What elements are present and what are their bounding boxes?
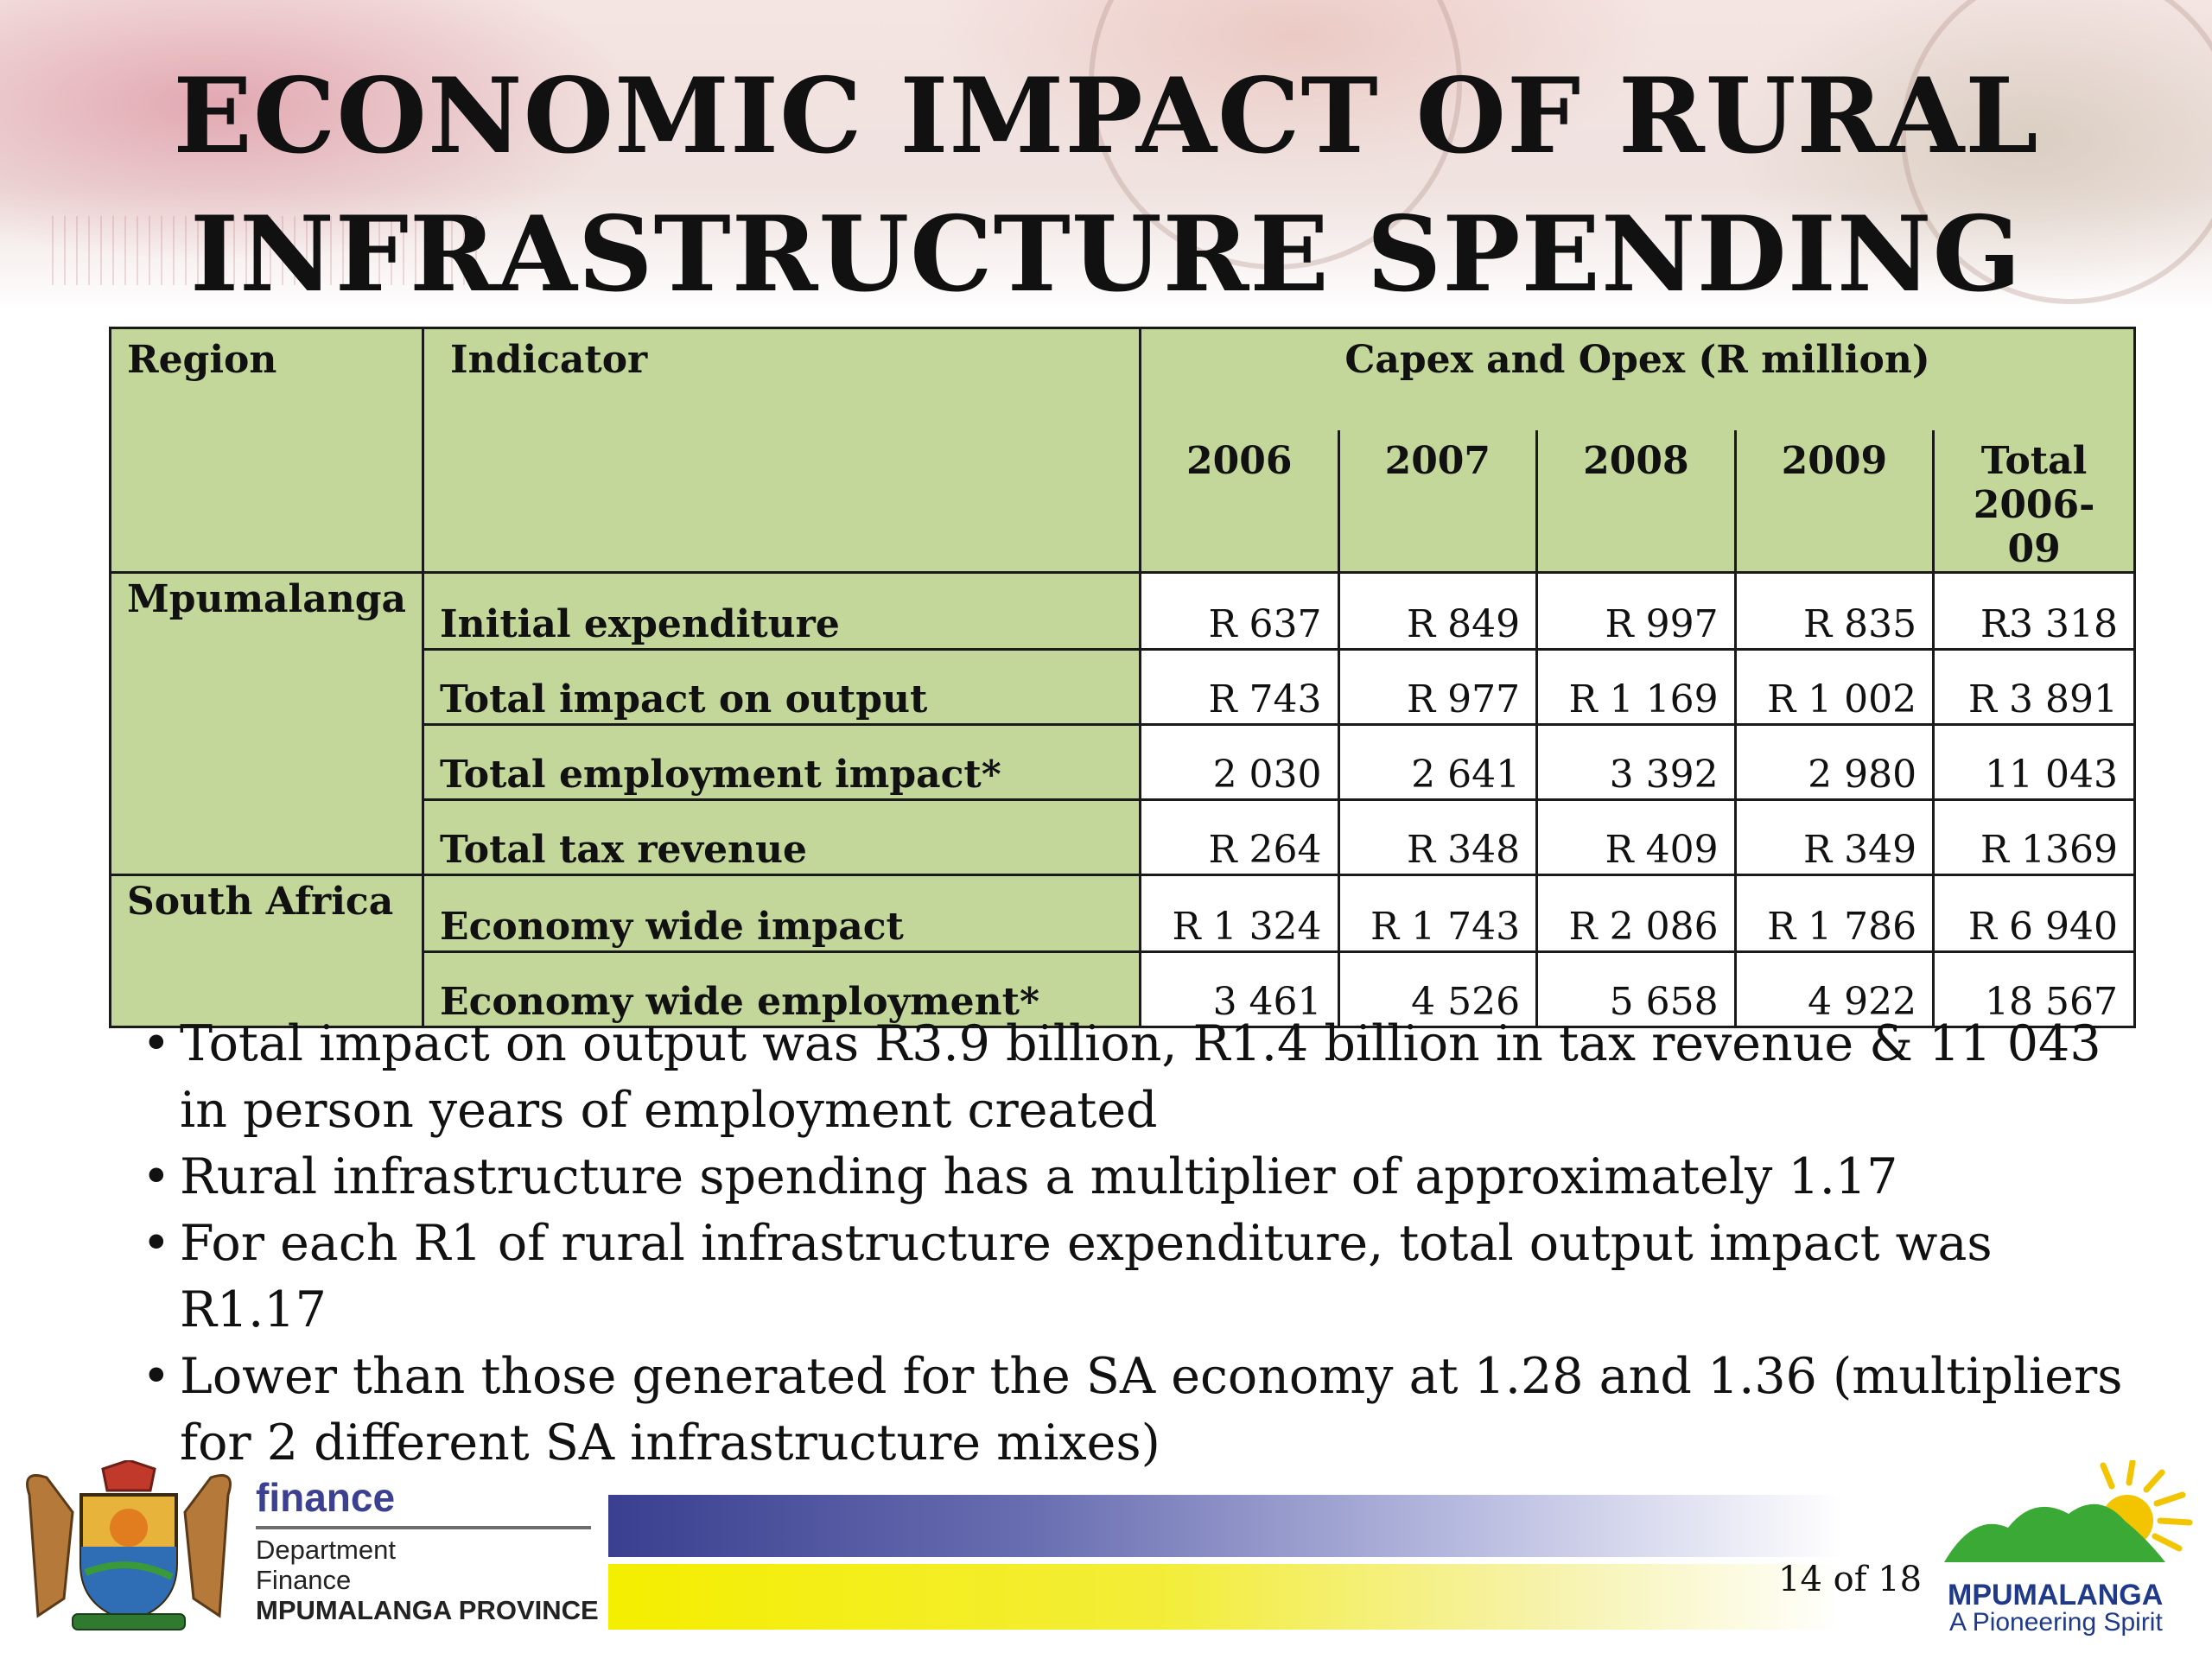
total-cell: R 6 940 (1932, 873, 2136, 953)
bullet-text: For each R1 of rural infrastructure expe… (180, 1215, 1993, 1338)
list-item: • Total impact on output was R3.9 billion… (138, 1011, 2126, 1144)
page-number: 14 of 18 (1778, 1560, 1923, 1599)
header-year: 2008 (1535, 429, 1737, 574)
table-row: Total tax revenue R 264 R 348 R 409 R 34… (111, 798, 2136, 876)
value-cell: 4 922 (1733, 950, 1936, 1028)
region-cell: Mpumalanga (108, 570, 425, 876)
value-cell: R 2 086 (1535, 873, 1737, 953)
title-line-2: INFRASTRUCTURE SPENDING (189, 194, 2022, 315)
indicator-cell: Economy wide impact (422, 873, 1142, 953)
indicator-cell: Total tax revenue (422, 798, 1142, 876)
value-cell: 2 980 (1733, 722, 1936, 801)
value-cell: R 1 743 (1337, 873, 1539, 953)
value-cell: R 1 786 (1733, 873, 1936, 953)
bullet-text: Total impact on output was R3.9 billion,… (180, 1015, 2101, 1139)
value-cell: 3 461 (1139, 950, 1340, 1028)
value-cell: 4 526 (1337, 950, 1539, 1028)
banner-coin-decoration (1901, 0, 2212, 304)
bullet-icon: • (142, 1148, 171, 1205)
value-cell: R 349 (1733, 798, 1936, 876)
province-name: MPUMALANGA PROVINCE (256, 1595, 599, 1625)
value-cell: R 743 (1139, 647, 1340, 726)
footer-yellow-bar (608, 1564, 1844, 1630)
header-total-label: Total (1980, 438, 2088, 483)
footer-blue-bar (608, 1495, 1844, 1557)
table-row: South Africa Economy wide impact R 1 324… (108, 873, 2136, 1028)
slide-title: ECONOMIC IMPACT OF RURAL INFRASTRUCTURE … (0, 48, 2212, 324)
coat-of-arms-icon (26, 1460, 232, 1630)
bullet-text: Rural infrastructure spending has a mult… (180, 1148, 1898, 1205)
indicator-cell: Total impact on output (422, 647, 1142, 726)
value-cell: 3 392 (1535, 722, 1737, 801)
header-capex-opex: Capex and Opex (R million) (1139, 327, 2136, 430)
header-year: 2009 (1733, 429, 1936, 574)
value-cell: R 835 (1733, 570, 1936, 651)
header-year: 2007 (1337, 429, 1539, 574)
header-total: Total 2006-09 (1932, 429, 2136, 574)
findings-list: • Total impact on output was R3.9 billion… (138, 1011, 2126, 1477)
value-cell: R 997 (1535, 570, 1737, 651)
title-line-1: ECONOMIC IMPACT OF RURAL (173, 55, 2039, 177)
department-line: Finance (256, 1565, 352, 1595)
bullet-icon: • (142, 1015, 171, 1072)
indicator-cell: Initial expenditure (422, 570, 1142, 651)
total-cell: 11 043 (1932, 722, 2136, 801)
value-cell: R 409 (1535, 798, 1737, 876)
total-cell: R 3 891 (1932, 647, 2136, 726)
value-cell: 2 641 (1337, 722, 1539, 801)
value-cell: R 1 002 (1733, 647, 1936, 726)
header-indicator: Indicator (422, 327, 1142, 574)
value-cell: R 264 (1139, 798, 1340, 876)
impact-table: Region Indicator Capex and Opex (R milli… (108, 327, 2136, 1028)
total-cell: R3 318 (1932, 570, 2136, 651)
total-cell: R 1369 (1932, 798, 2136, 876)
value-cell: 5 658 (1535, 950, 1737, 1028)
value-cell: R 637 (1139, 570, 1340, 651)
bullet-text: Lower than those generated for the SA ec… (180, 1348, 2123, 1471)
department-short-name: finance (256, 1475, 396, 1520)
value-cell: R 849 (1337, 570, 1539, 651)
table-row: Total impact on output R 743 R 977 R 1 1… (111, 647, 2136, 726)
indicator-cell: Economy wide employment* (422, 950, 1142, 1028)
header-banner (0, 0, 2212, 313)
list-item: • Lower than those generated for the SA … (138, 1344, 2126, 1477)
total-cell: 18 567 (1932, 950, 2136, 1028)
logo-name: MPUMALANGA (1948, 1579, 2164, 1611)
value-cell: R 1 324 (1139, 873, 1340, 953)
department-line: Department (256, 1535, 396, 1565)
mpumalanga-logo-icon (1944, 1460, 2193, 1562)
bullet-icon: • (142, 1348, 171, 1405)
list-item: • Rural infrastructure spending has a mu… (138, 1144, 2126, 1211)
list-item: • For each R1 of rural infrastructure ex… (138, 1211, 2126, 1344)
value-cell: R 977 (1337, 647, 1539, 726)
bullet-icon: • (142, 1215, 171, 1272)
value-cell: 2 030 (1139, 722, 1340, 801)
value-cell: R 348 (1337, 798, 1539, 876)
logo-tagline: A Pioneering Spirit (1949, 1608, 2163, 1637)
value-cell: R 1 169 (1535, 647, 1737, 726)
indicator-cell: Total employment impact* (422, 722, 1142, 801)
header-total-range: 2006-09 (1973, 482, 2095, 571)
header-year: 2006 (1139, 429, 1340, 574)
table-row: Total employment impact* 2 030 2 641 3 3… (111, 722, 2136, 801)
table-row: Economy wide employment* 3 461 4 526 5 6… (111, 950, 2136, 1028)
region-cell: South Africa (108, 873, 425, 1028)
table-row: Mpumalanga Initial expenditure R 637 R 8… (108, 570, 2136, 876)
department-divider (256, 1526, 591, 1529)
department-logo: finance Department Finance MPUMALANGA PR… (256, 1476, 599, 1626)
header-region: Region (108, 327, 425, 574)
banner-banknote-decoration (52, 216, 484, 285)
